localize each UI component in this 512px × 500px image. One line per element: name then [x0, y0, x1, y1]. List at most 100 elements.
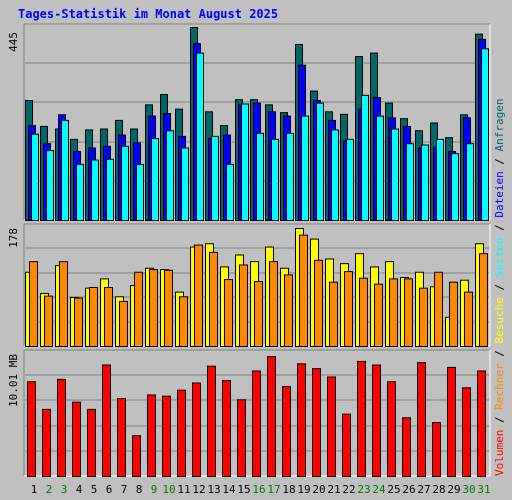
volume-bar: [282, 386, 291, 477]
pages-bar: [421, 144, 429, 221]
volume-bar: [237, 399, 246, 478]
legend-entry: /: [493, 218, 506, 238]
day-label: 6: [106, 483, 113, 496]
volume-bar: [432, 422, 441, 478]
legend-entry: Anfragen: [493, 98, 506, 151]
sites-bar: [134, 271, 143, 347]
volume-bar: [207, 365, 216, 478]
sites-bar: [284, 274, 293, 347]
volume-bar: [57, 378, 66, 477]
legend-entry: Seiten: [493, 238, 506, 278]
volume-bar: [72, 401, 81, 477]
volume-bar: [87, 408, 96, 477]
pages-bar: [46, 150, 54, 222]
day-label: 3: [61, 483, 68, 496]
day-label: 5: [91, 483, 98, 496]
volume-bar: [27, 381, 36, 477]
legend-entry: Rechner: [493, 363, 506, 410]
day-label: 22: [342, 483, 355, 496]
volume-bar: [312, 368, 321, 477]
series-legend: Volumen / Rechner / Besuche / Seiten / D…: [493, 98, 506, 476]
legend-entry: Besuche: [493, 297, 506, 343]
volume-bar: [387, 381, 396, 477]
pages-bar: [121, 145, 129, 221]
volume-bar: [267, 356, 276, 477]
sites-bar: [29, 261, 38, 347]
sites-bar: [389, 278, 398, 347]
pages-bar: [76, 163, 84, 221]
sites-bar: [44, 295, 53, 348]
pages-bar: [466, 143, 474, 221]
pages-bar: [331, 129, 339, 222]
volume-bar: [162, 395, 171, 478]
pages-bar: [436, 138, 444, 221]
day-label: 13: [207, 483, 220, 496]
legend-entry: Volumen: [493, 430, 506, 476]
chart-title: Tages-Statistik im Monat August 2025: [18, 7, 279, 21]
day-label: 30: [462, 483, 475, 496]
day-label: 16: [252, 483, 265, 496]
pages-bar: [31, 133, 39, 222]
legend-entry: /: [493, 151, 506, 171]
day-label: 4: [76, 483, 83, 496]
legend-entry: Dateien: [493, 171, 506, 217]
pages-bar: [211, 135, 219, 222]
day-label: 29: [447, 483, 460, 496]
pages-bar: [451, 153, 459, 221]
sites-bar: [59, 261, 68, 347]
pages-bar: [151, 138, 159, 222]
day-label: 28: [432, 483, 445, 496]
pages-bar: [106, 158, 114, 222]
sites-bar: [149, 269, 158, 348]
day-label: 26: [402, 483, 415, 496]
day-label: 17: [267, 483, 280, 496]
volume-bar: [372, 364, 381, 477]
volume-bar: [42, 408, 51, 477]
pages-bar: [376, 115, 384, 221]
day-label: 2: [46, 483, 53, 496]
sites-bar: [374, 283, 383, 347]
volume-bar: [117, 398, 126, 477]
volume-bar: [417, 362, 426, 478]
volume-bar: [147, 394, 156, 477]
volume-bar: [297, 363, 306, 477]
volume-bar: [402, 417, 411, 477]
day-label: 11: [177, 483, 190, 496]
pages-bar: [226, 163, 234, 221]
pages-bar: [181, 147, 189, 221]
volume-bar: [177, 389, 186, 477]
sites-bar: [344, 271, 353, 347]
day-label: 31: [477, 483, 490, 496]
pages-bar: [166, 130, 174, 221]
sites-bar: [179, 296, 188, 347]
sites-bar: [419, 287, 428, 348]
visits-ymax-label: 178: [7, 228, 20, 248]
sites-bar: [254, 281, 263, 348]
sites-bar: [74, 297, 83, 348]
sites-bar: [434, 271, 443, 347]
volume-bar: [102, 364, 111, 477]
pages-bar: [316, 102, 324, 221]
sites-bar: [449, 281, 458, 347]
day-label: 1: [31, 483, 38, 496]
sites-bar: [224, 279, 233, 348]
day-label: 21: [327, 483, 340, 496]
sites-bar: [89, 287, 98, 347]
sites-bar: [239, 264, 248, 347]
sites-bar: [119, 300, 128, 348]
day-label: 18: [282, 483, 295, 496]
sites-bar: [164, 269, 173, 347]
sites-bar: [299, 234, 308, 347]
sites-bar: [209, 251, 218, 348]
volume-bar: [192, 382, 201, 477]
volume-ymax-label: 10.01 MB: [7, 354, 20, 407]
volume-bar: [222, 380, 231, 478]
day-label: 8: [136, 483, 143, 496]
pages-bar: [406, 143, 414, 221]
day-label: 19: [297, 483, 310, 496]
legend-entry: /: [493, 277, 506, 297]
pages-bar: [241, 103, 249, 221]
pages-bar: [361, 94, 369, 221]
requests-ymax-label: 445: [7, 32, 20, 52]
